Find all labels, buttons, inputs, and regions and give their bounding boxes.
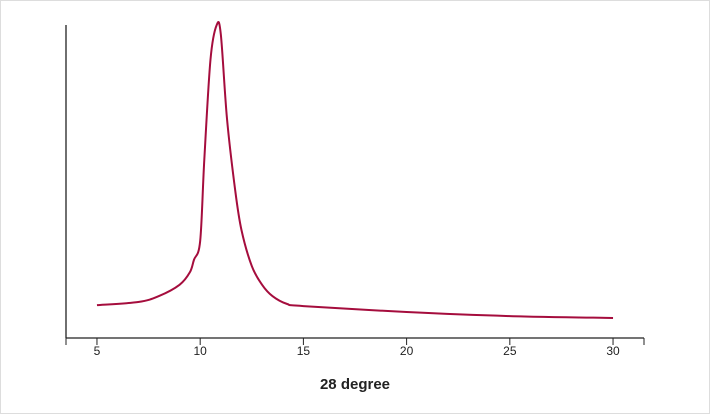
x-tick-label: 20 [400, 344, 414, 358]
x-tick-label: 30 [606, 344, 620, 358]
x-tick-label: 25 [503, 344, 517, 358]
x-axis-title: 28 degree [320, 376, 390, 393]
line [96, 21, 614, 319]
x-tick-label: 15 [297, 344, 311, 358]
x-tick-label: 10 [193, 344, 207, 358]
x-tick-label: 5 [94, 344, 101, 358]
